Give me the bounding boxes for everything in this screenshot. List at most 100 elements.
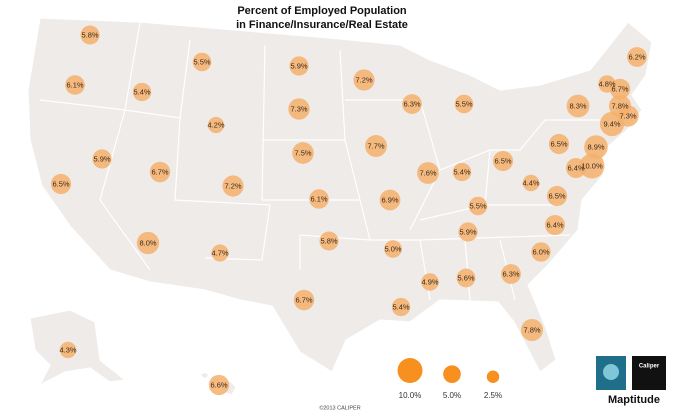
point: [207, 116, 225, 134]
point: [391, 297, 411, 317]
point-label: 6.5%: [548, 191, 565, 200]
point: [456, 268, 476, 288]
legend-label: 10.0%: [399, 391, 422, 400]
point-label: 6.7%: [295, 295, 312, 304]
point-label: 7.3%: [619, 111, 636, 120]
point: [609, 78, 631, 100]
point: [468, 196, 488, 216]
point: [293, 289, 315, 311]
point: [545, 215, 565, 235]
point: [599, 111, 625, 137]
point: [65, 75, 85, 95]
point: [501, 264, 521, 284]
point-label: 6.3%: [502, 269, 519, 278]
legend-label: 2.5%: [484, 391, 502, 400]
point-label: 4.3%: [59, 345, 76, 354]
legend-circle: [443, 365, 461, 383]
point-label: 7.8%: [523, 325, 540, 334]
point: [492, 150, 514, 172]
point: [353, 69, 375, 91]
point-label: 4.2%: [207, 120, 224, 129]
footer: ©2013 CALIPER: [319, 404, 360, 411]
point-label: 6.2%: [628, 52, 645, 61]
point-label: 6.7%: [611, 84, 628, 93]
point: [522, 174, 540, 192]
point: [546, 185, 568, 207]
point-label: 5.9%: [290, 61, 307, 70]
point: [149, 161, 171, 183]
point-label: 5.5%: [193, 57, 210, 66]
point-label: 8.9%: [587, 142, 604, 151]
point-label: 5.5%: [469, 201, 486, 210]
land: [27, 17, 653, 396]
point: [365, 135, 387, 157]
point: [454, 94, 474, 114]
point: [452, 162, 472, 182]
point-label: 7.2%: [224, 181, 241, 190]
point-label: 5.8%: [320, 236, 337, 245]
point: [579, 153, 605, 179]
point-label: 6.5%: [494, 156, 511, 165]
point-label: 4.8%: [598, 79, 615, 88]
logo: Caliper Maptitude: [596, 356, 666, 406]
point: [208, 374, 230, 396]
point-label: 9.4%: [603, 119, 620, 128]
point-label: 10.0%: [581, 161, 603, 170]
point: [566, 94, 590, 118]
legend-circle: [486, 370, 500, 383]
point: [531, 242, 551, 262]
point: [379, 189, 401, 211]
point: [458, 222, 478, 242]
point: [520, 318, 544, 342]
point: [132, 82, 152, 102]
point-label: 7.2%: [355, 75, 372, 84]
point-label: 4.9%: [421, 277, 438, 286]
point-label: 7.7%: [367, 141, 384, 150]
point: [136, 231, 160, 255]
point-label: 6.5%: [550, 139, 567, 148]
point-label: 8.3%: [569, 101, 586, 110]
company: Caliper: [639, 364, 660, 370]
point-label: 5.9%: [459, 227, 476, 236]
point: [211, 244, 229, 262]
point-label: 5.4%: [392, 302, 409, 311]
lower-48: [27, 17, 653, 373]
point: [402, 94, 422, 114]
point-label: 4.4%: [522, 178, 539, 187]
point-label: 6.1%: [310, 194, 327, 203]
point: [50, 173, 72, 195]
point: [92, 149, 112, 169]
legend-label: 5.0%: [443, 391, 461, 400]
point-label: 5.4%: [453, 167, 470, 176]
point-label: 6.0%: [532, 247, 549, 256]
product: Maptitude: [608, 394, 660, 406]
point-label: 7.5%: [294, 148, 311, 157]
legend-circle: [397, 358, 423, 383]
point: [289, 56, 309, 76]
point-label: 6.4%: [567, 163, 584, 172]
point-label: 7.6%: [419, 168, 436, 177]
point-label: 8.0%: [139, 238, 156, 247]
point: [384, 240, 402, 258]
point: [319, 231, 339, 251]
point-label: 5.8%: [81, 30, 98, 39]
point: [627, 47, 647, 67]
point-label: 6.3%: [403, 99, 420, 108]
point: [309, 189, 329, 209]
point-label: 5.9%: [93, 154, 110, 163]
point-label: 6.5%: [52, 179, 69, 188]
point-label: 6.6%: [210, 380, 227, 389]
point-label: 6.4%: [546, 220, 563, 229]
point: [222, 175, 244, 197]
logo-globe: [603, 364, 619, 380]
point: [584, 135, 608, 159]
title-line: in Finance/Insurance/Real Estate: [236, 19, 408, 31]
point: [292, 142, 314, 164]
point-label: 5.0%: [384, 244, 401, 253]
logo-box: [632, 356, 666, 390]
point: [59, 341, 77, 359]
point-label: 5.5%: [455, 99, 472, 108]
point: [417, 162, 439, 184]
point-label: 6.1%: [66, 80, 83, 89]
